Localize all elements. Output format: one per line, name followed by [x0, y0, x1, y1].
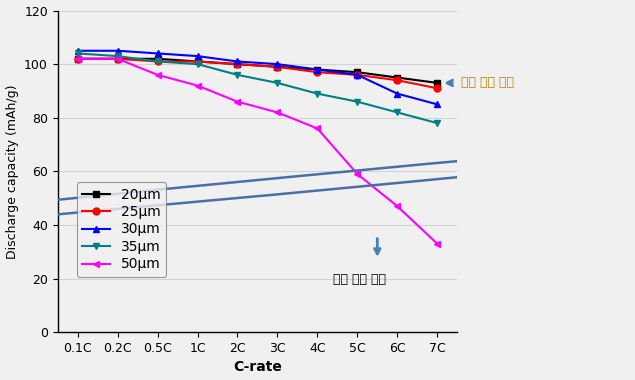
30μm — [154, 51, 161, 56]
35μm — [234, 73, 241, 77]
X-axis label: C-rate: C-rate — [233, 361, 282, 374]
30μm — [434, 102, 441, 107]
25μm — [354, 73, 361, 77]
35μm — [274, 81, 281, 85]
50μm — [154, 73, 161, 77]
Y-axis label: Discharge capacity (mAh/g): Discharge capacity (mAh/g) — [6, 84, 18, 259]
35μm — [434, 121, 441, 125]
30μm — [394, 91, 401, 96]
30μm — [274, 62, 281, 66]
20μm — [194, 59, 201, 64]
30μm — [114, 49, 121, 53]
20μm — [394, 75, 401, 80]
25μm — [394, 78, 401, 82]
35μm — [354, 100, 361, 104]
50μm — [114, 57, 121, 61]
25μm — [234, 62, 241, 66]
35μm — [74, 51, 81, 56]
20μm — [234, 62, 241, 66]
25μm — [274, 65, 281, 69]
50μm — [274, 110, 281, 115]
35μm — [114, 54, 121, 59]
20μm — [74, 57, 81, 61]
25μm — [74, 57, 81, 61]
20μm — [154, 57, 161, 61]
25μm — [194, 59, 201, 64]
50μm — [74, 57, 81, 61]
30μm — [354, 73, 361, 77]
Text: 고율 특성 저하: 고율 특성 저하 — [333, 273, 386, 286]
50μm — [234, 100, 241, 104]
50μm — [394, 204, 401, 209]
20μm — [434, 81, 441, 85]
35μm — [314, 91, 321, 96]
50μm — [314, 126, 321, 131]
20μm — [114, 57, 121, 61]
Line: 25μm: 25μm — [74, 55, 441, 92]
Line: 50μm: 50μm — [74, 55, 441, 247]
Line: 35μm: 35μm — [74, 50, 441, 127]
30μm — [194, 54, 201, 59]
25μm — [154, 59, 161, 64]
Text: 최적 코팅 두꺼: 최적 코팅 두꺼 — [461, 76, 514, 89]
Line: 30μm: 30μm — [74, 47, 441, 108]
50μm — [354, 172, 361, 176]
30μm — [314, 67, 321, 72]
Legend: 20μm, 25μm, 30μm, 35μm, 50μm: 20μm, 25μm, 30μm, 35μm, 50μm — [77, 182, 166, 277]
20μm — [274, 65, 281, 69]
35μm — [194, 62, 201, 66]
Line: 20μm: 20μm — [74, 55, 441, 86]
35μm — [394, 110, 401, 115]
30μm — [74, 49, 81, 53]
50μm — [434, 241, 441, 246]
35μm — [154, 59, 161, 64]
25μm — [114, 57, 121, 61]
20μm — [314, 67, 321, 72]
25μm — [434, 86, 441, 90]
50μm — [194, 83, 201, 88]
30μm — [234, 59, 241, 64]
20μm — [354, 70, 361, 74]
25μm — [314, 70, 321, 74]
